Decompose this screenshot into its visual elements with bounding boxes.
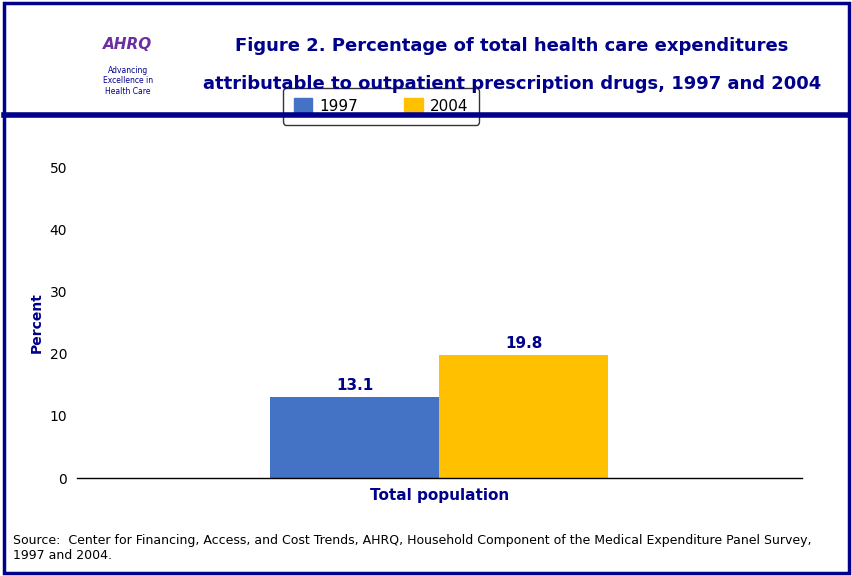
Legend: 1997, 2004: 1997, 2004 [283,88,479,124]
Text: Source:  Center for Financing, Access, and Cost Trends, AHRQ, Household Componen: Source: Center for Financing, Access, an… [13,533,810,562]
Text: attributable to outpatient prescription drugs, 1997 and 2004: attributable to outpatient prescription … [203,74,820,93]
Y-axis label: Percent: Percent [30,292,43,353]
Text: 13.1: 13.1 [336,378,373,393]
Text: Figure 2. Percentage of total health care expenditures: Figure 2. Percentage of total health car… [235,37,787,55]
Text: Advancing
Excellence in
Health Care: Advancing Excellence in Health Care [103,66,153,96]
Bar [270,397,439,478]
Text: 19.8: 19.8 [504,336,542,351]
Text: AHRQ: AHRQ [103,37,153,52]
Bar [439,355,607,478]
